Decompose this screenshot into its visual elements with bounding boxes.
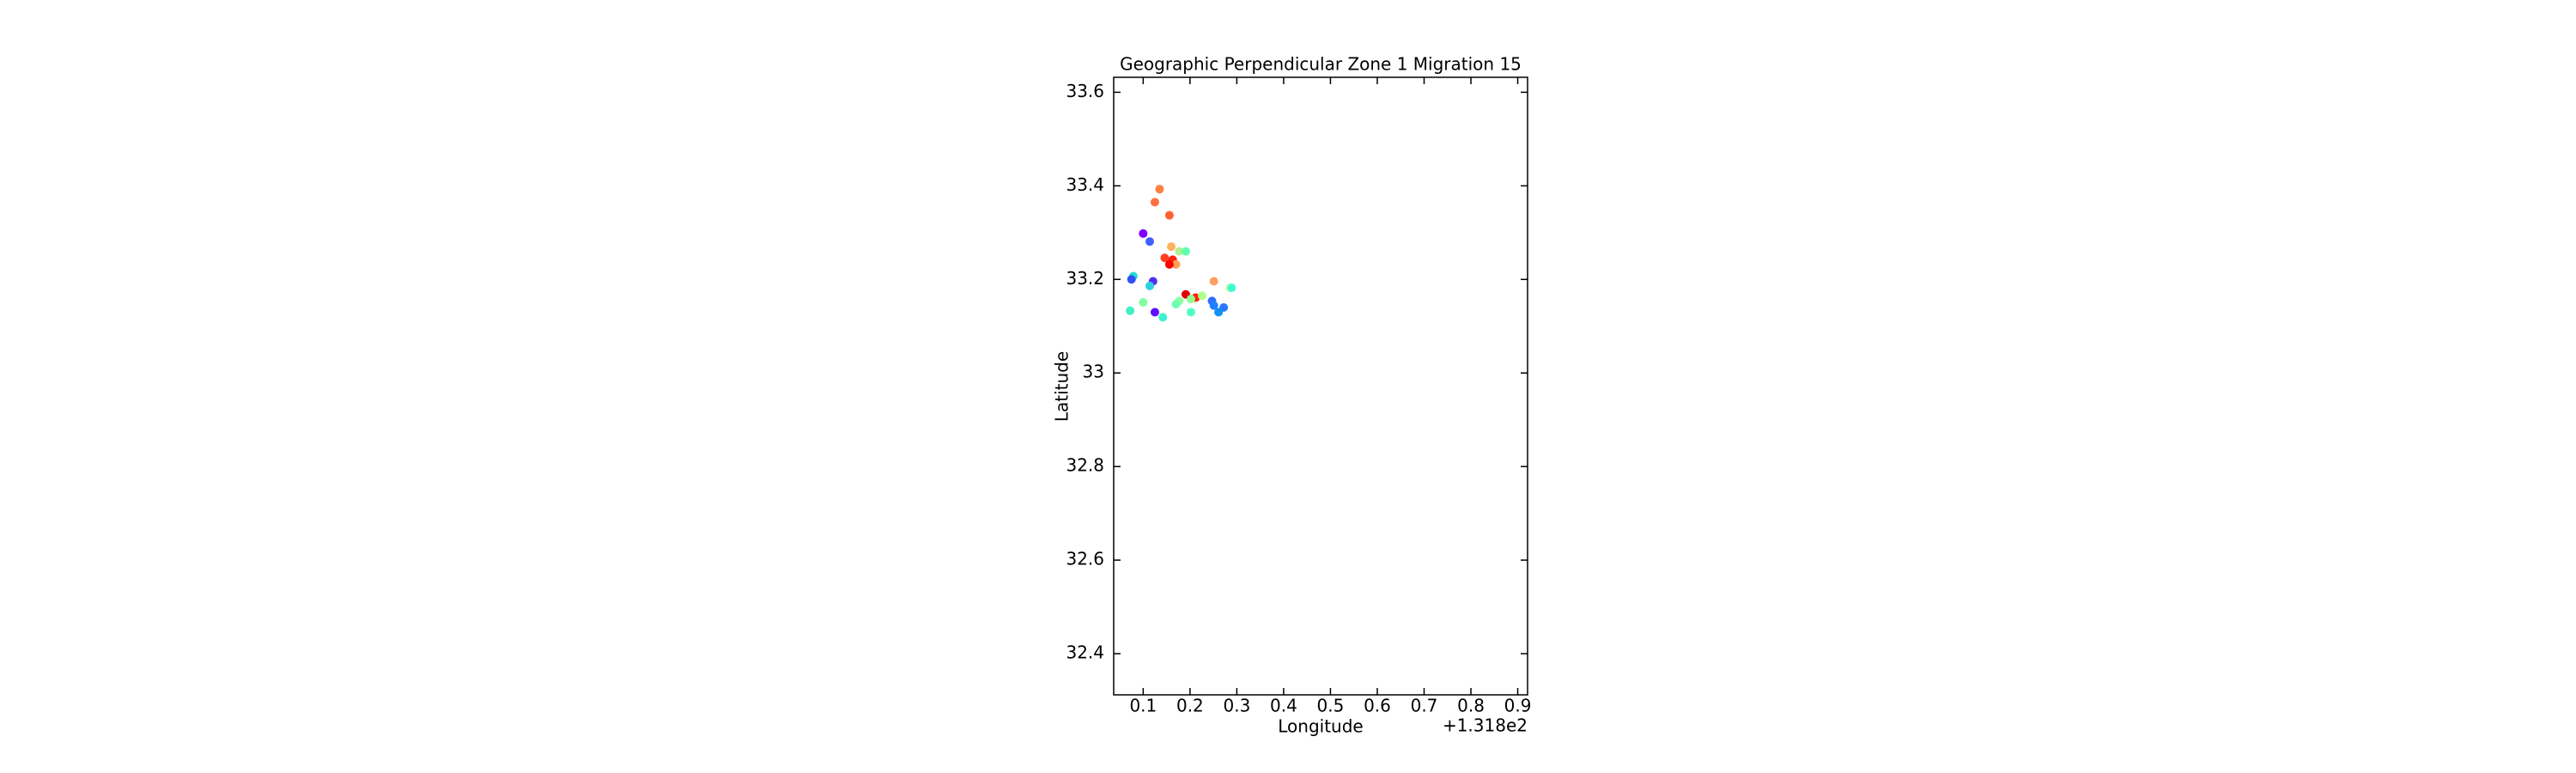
y-tick-label: 33.2 — [1066, 268, 1104, 289]
x-tick-label: 0.2 — [1176, 696, 1204, 716]
point — [1145, 281, 1154, 290]
point — [1214, 307, 1224, 317]
point — [1186, 307, 1195, 317]
y-tick-label: 33.6 — [1066, 81, 1104, 101]
point — [1171, 300, 1181, 309]
point — [1198, 291, 1207, 301]
x-tick-label: 0.8 — [1457, 696, 1485, 716]
point — [1145, 237, 1154, 247]
y-tick-label: 32.4 — [1066, 642, 1104, 663]
y-tick-label: 33 — [1083, 362, 1104, 382]
x-axis-label: Longitude — [1278, 716, 1363, 737]
point — [1186, 295, 1195, 304]
y-axis-label: Latitude — [1052, 351, 1072, 422]
point — [1150, 198, 1159, 207]
y-tick-label: 32.8 — [1066, 455, 1104, 476]
x-tick-label: 0.5 — [1317, 696, 1345, 716]
x-offset-label: +1.318e2 — [1443, 715, 1528, 736]
point — [1167, 242, 1176, 252]
y-tick-label: 32.6 — [1066, 549, 1104, 569]
point — [1164, 259, 1174, 269]
point — [1209, 301, 1218, 310]
point — [1209, 277, 1218, 286]
point — [1139, 297, 1148, 307]
point — [1160, 253, 1170, 263]
x-tick-label: 0.9 — [1504, 696, 1532, 716]
point — [1164, 210, 1174, 220]
y-tick-label: 33.4 — [1066, 174, 1104, 195]
x-tick-label: 0.4 — [1270, 696, 1297, 716]
point — [1150, 307, 1159, 317]
point — [1171, 259, 1181, 269]
point — [1227, 283, 1236, 293]
x-tick-label: 0.3 — [1223, 696, 1250, 716]
point — [1155, 185, 1164, 194]
point — [1126, 306, 1135, 315]
point — [1158, 313, 1168, 322]
point — [1181, 247, 1190, 256]
point — [1175, 247, 1184, 256]
point — [1127, 275, 1136, 284]
chart-title: Geographic Perpendicular Zone 1 Migratio… — [1120, 54, 1522, 75]
x-tick-label: 0.6 — [1364, 696, 1391, 716]
point — [1139, 228, 1148, 238]
x-tick-label: 0.7 — [1411, 696, 1438, 716]
x-tick-label: 0.1 — [1129, 696, 1157, 716]
plot-frame — [1113, 76, 1528, 696]
